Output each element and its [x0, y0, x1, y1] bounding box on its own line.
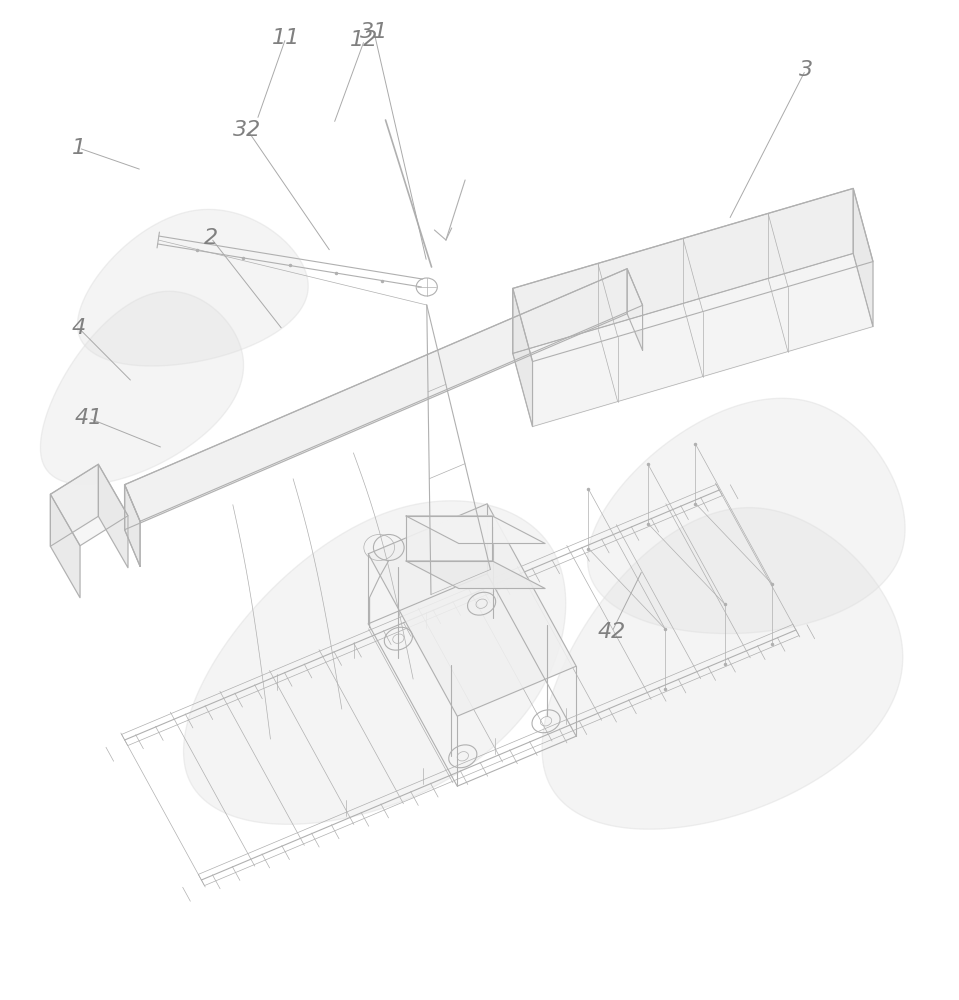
Polygon shape: [125, 485, 140, 566]
Polygon shape: [125, 269, 643, 521]
Polygon shape: [99, 464, 128, 568]
Polygon shape: [368, 504, 576, 716]
Text: 11: 11: [271, 28, 300, 48]
Polygon shape: [406, 516, 492, 561]
Polygon shape: [588, 398, 905, 634]
Text: 4: 4: [72, 318, 85, 338]
Text: 3: 3: [799, 60, 812, 80]
Text: 12: 12: [350, 30, 379, 50]
Polygon shape: [513, 288, 532, 427]
Text: 42: 42: [597, 622, 626, 642]
Polygon shape: [406, 516, 545, 544]
Polygon shape: [51, 494, 80, 598]
Polygon shape: [125, 269, 627, 530]
Polygon shape: [513, 188, 873, 362]
Polygon shape: [513, 188, 854, 353]
Polygon shape: [78, 209, 308, 366]
Polygon shape: [406, 561, 545, 588]
Polygon shape: [627, 269, 643, 350]
Polygon shape: [51, 464, 99, 546]
Polygon shape: [40, 291, 244, 485]
Polygon shape: [183, 501, 566, 824]
Text: 41: 41: [74, 408, 103, 428]
Text: 1: 1: [72, 138, 85, 158]
Polygon shape: [542, 508, 902, 829]
Polygon shape: [51, 464, 128, 546]
Text: 31: 31: [360, 22, 388, 42]
Polygon shape: [854, 188, 873, 327]
Polygon shape: [513, 253, 873, 427]
Text: 2: 2: [204, 228, 218, 248]
Polygon shape: [125, 485, 140, 566]
Text: 32: 32: [233, 120, 262, 140]
